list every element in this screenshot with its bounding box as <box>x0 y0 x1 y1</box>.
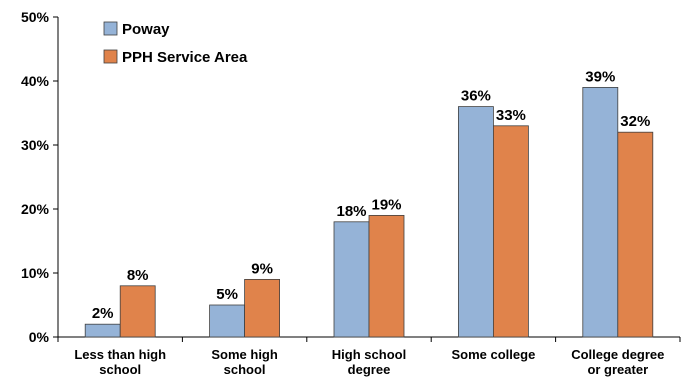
bar-poway <box>333 221 370 338</box>
bar-pph-service-area <box>119 285 156 338</box>
data-label: 9% <box>251 260 273 277</box>
x-category-label: Some high school <box>211 347 278 377</box>
data-label: 32% <box>620 113 650 130</box>
bar-poway <box>84 323 121 338</box>
data-label: 36% <box>461 88 491 105</box>
bar-pph-service-area <box>617 131 654 338</box>
data-label: 8% <box>127 267 149 284</box>
axes: 0% 10% 20% 30% 40% 50% Less than high school Som… <box>21 9 681 377</box>
data-label: 18% <box>336 203 366 220</box>
data-label: 19% <box>371 196 401 213</box>
bar-pph-service-area <box>368 214 405 338</box>
data-label: 5% <box>216 286 238 303</box>
x-category-label: College degree or greater <box>571 347 664 377</box>
y-tick-label: 30% <box>21 137 50 153</box>
x-category-label: Less than high school <box>74 347 166 377</box>
legend: Poway PPH Service Area <box>103 21 248 66</box>
y-tick-label: 10% <box>21 265 50 281</box>
bars <box>84 87 654 338</box>
y-tick-label: 20% <box>21 201 50 217</box>
bar-poway <box>457 106 494 338</box>
legend-swatch <box>103 21 118 36</box>
y-tick-label: 40% <box>21 73 50 89</box>
data-label: 39% <box>585 68 615 85</box>
data-labels: 2% 8% 5% 9% 18% 19% 36% 33% 39% 32% <box>92 68 650 322</box>
y-tick-label: 50% <box>21 9 50 25</box>
bar-pph-service-area <box>492 125 529 338</box>
legend-label: PPH Service Area <box>122 49 248 66</box>
legend-swatch <box>103 49 118 64</box>
data-label: 33% <box>496 107 526 124</box>
data-label: 2% <box>92 305 114 322</box>
bar-poway <box>209 304 246 338</box>
x-category-label: High school degree <box>332 347 406 377</box>
legend-label: Poway <box>122 21 170 38</box>
y-tick-label: 0% <box>29 329 50 345</box>
x-category-label: Some college <box>451 347 535 362</box>
bar-poway <box>582 87 619 338</box>
bar-pph-service-area <box>244 278 281 338</box>
